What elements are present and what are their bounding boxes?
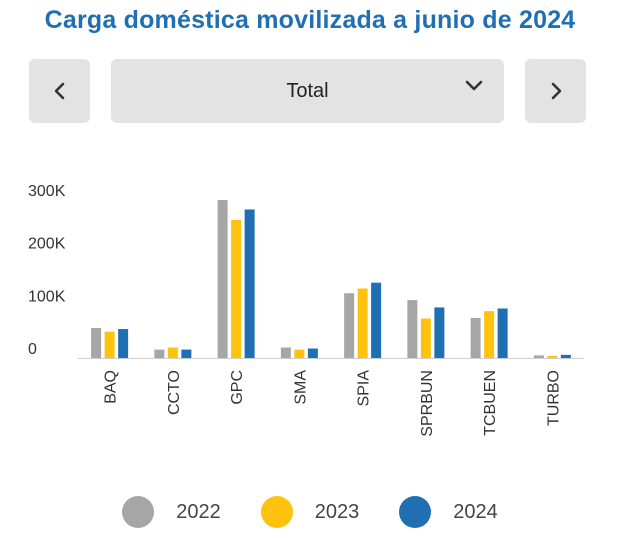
next-button[interactable]	[525, 59, 586, 123]
legend-label: 2024	[453, 500, 498, 523]
bar-spia-2022	[344, 293, 355, 358]
bar-turbo-2024	[560, 354, 571, 358]
y-tick-label: 100K	[28, 288, 66, 305]
x-tick-label: GPC	[229, 370, 246, 405]
bar-baq-2022	[91, 327, 102, 358]
bar-ccto-2024	[181, 349, 192, 358]
chevron-right-icon	[551, 82, 561, 100]
category-select-value: Total	[286, 79, 329, 102]
legend-label: 2023	[314, 500, 360, 523]
bar-sprbun-2024	[434, 307, 445, 358]
chevron-down-icon	[465, 80, 483, 91]
legend-item-2024[interactable]: 2024	[399, 496, 498, 528]
chevron-left-icon	[54, 82, 64, 100]
category-select[interactable]: Total	[111, 59, 504, 123]
page-title: Carga doméstica movilizada a junio de 20…	[44, 6, 576, 34]
x-tick-label: TURBO	[545, 370, 562, 426]
bar-spia-2024	[371, 282, 382, 358]
bar-ccto-2022	[154, 349, 165, 358]
bar-sprbun-2023	[420, 318, 431, 358]
bar-spia-2023	[357, 288, 368, 358]
x-tick-label: SMA	[292, 370, 309, 405]
bar-gpc-2022	[217, 200, 228, 358]
legend-swatch	[260, 496, 293, 528]
bar-tcbuen-2023	[484, 311, 495, 358]
legend-label: 2022	[176, 500, 221, 523]
bar-sma-2023	[294, 349, 305, 358]
bar-baq-2023	[104, 331, 115, 358]
legend-item-2022[interactable]: 2022	[122, 496, 221, 528]
bar-tcbuen-2022	[470, 317, 481, 358]
legend-swatch	[122, 496, 155, 528]
bar-chart: 0 100K 200K 300K BAQ CCTO GPC SMA SPIA SPRBUN TCBU…	[28, 183, 584, 437]
bar-gpc-2024	[244, 209, 255, 358]
bar-gpc-2023	[231, 220, 242, 358]
legend-swatch	[399, 496, 432, 528]
bar-tcbuen-2024	[497, 308, 508, 358]
x-tick-label: BAQ	[103, 370, 120, 404]
x-tick-label: TCBUEN	[482, 370, 499, 436]
bar-baq-2024	[118, 329, 129, 358]
legend-item-2023[interactable]: 2023	[260, 496, 360, 528]
bar-sma-2024	[307, 348, 318, 358]
bar-sprbun-2022	[407, 300, 418, 358]
y-tick-label: 300K	[28, 183, 66, 200]
x-tick-label: SPRBUN	[419, 370, 436, 437]
y-tick-label: 0	[28, 341, 37, 358]
y-tick-label: 200K	[28, 236, 66, 253]
bar-turbo-2023	[547, 355, 558, 358]
bar-ccto-2023	[167, 347, 178, 358]
x-tick-label: CCTO	[166, 370, 183, 415]
bar-turbo-2022	[533, 355, 544, 358]
previous-button[interactable]	[29, 59, 90, 123]
x-tick-label: SPIA	[356, 370, 373, 407]
bar-sma-2022	[280, 347, 291, 358]
legend: 2022 2023 2024	[0, 490, 620, 534]
